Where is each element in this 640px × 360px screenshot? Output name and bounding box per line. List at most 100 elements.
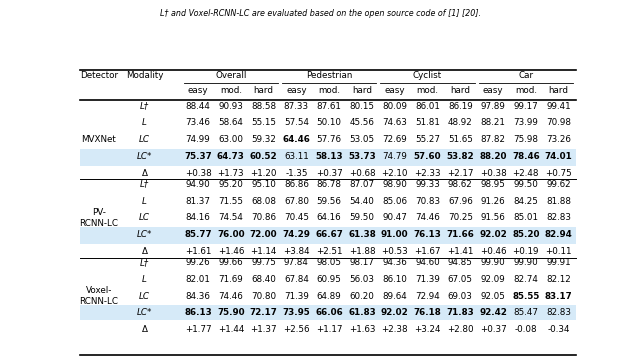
Text: easy: easy	[188, 86, 208, 95]
Text: 99.91: 99.91	[547, 258, 571, 267]
Text: 74.54: 74.54	[218, 213, 243, 222]
Text: Car: Car	[518, 71, 533, 80]
Text: 55.27: 55.27	[415, 135, 440, 144]
Text: +2.33: +2.33	[414, 169, 441, 178]
Text: 74.79: 74.79	[382, 152, 407, 161]
Text: 81.37: 81.37	[186, 197, 211, 206]
Text: 76.00: 76.00	[217, 230, 244, 239]
Text: 59.56: 59.56	[317, 197, 342, 206]
Text: 84.25: 84.25	[513, 197, 538, 206]
Text: Modality: Modality	[126, 71, 163, 80]
Text: 75.90: 75.90	[217, 309, 244, 318]
Text: 59.50: 59.50	[349, 213, 374, 222]
Text: 74.46: 74.46	[415, 213, 440, 222]
Text: 81.88: 81.88	[546, 197, 571, 206]
Text: 99.17: 99.17	[513, 102, 538, 111]
Text: 73.26: 73.26	[546, 135, 571, 144]
Text: L† and Voxel-RCNN-LC are evaluated based on the open source code of [1] [20].: L† and Voxel-RCNN-LC are evaluated based…	[159, 9, 481, 18]
Text: 74.63: 74.63	[382, 118, 407, 127]
Text: 68.40: 68.40	[251, 275, 276, 284]
Text: 74.01: 74.01	[545, 152, 573, 161]
Text: 51.81: 51.81	[415, 118, 440, 127]
Text: 48.92: 48.92	[448, 118, 473, 127]
Text: +0.38: +0.38	[185, 169, 211, 178]
Text: 99.50: 99.50	[513, 180, 538, 189]
Text: 45.56: 45.56	[349, 118, 374, 127]
Text: 98.95: 98.95	[481, 180, 506, 189]
Text: 94.90: 94.90	[186, 180, 211, 189]
Text: Overall: Overall	[215, 71, 246, 80]
Text: Δ: Δ	[141, 247, 147, 256]
Text: 64.89: 64.89	[317, 292, 342, 301]
Bar	[80, 305, 576, 322]
Text: 84.36: 84.36	[186, 292, 211, 301]
Text: LC*: LC*	[137, 230, 152, 239]
Text: +0.37: +0.37	[316, 169, 342, 178]
Text: 63.00: 63.00	[218, 135, 243, 144]
Bar	[80, 227, 576, 244]
Text: L: L	[142, 275, 147, 284]
Text: hard: hard	[451, 86, 470, 95]
Text: 57.54: 57.54	[284, 118, 309, 127]
Text: 95.20: 95.20	[218, 180, 243, 189]
Text: 92.02: 92.02	[479, 230, 507, 239]
Text: LC*: LC*	[137, 152, 152, 161]
Text: 90.47: 90.47	[382, 213, 407, 222]
Text: +1.37: +1.37	[250, 325, 277, 334]
Bar	[80, 149, 576, 166]
Text: 60.20: 60.20	[349, 292, 374, 301]
Text: easy: easy	[483, 86, 503, 95]
Text: +2.10: +2.10	[381, 169, 408, 178]
Text: +2.80: +2.80	[447, 325, 474, 334]
Text: L†: L†	[140, 180, 149, 189]
Text: 71.55: 71.55	[218, 197, 243, 206]
Text: L: L	[142, 197, 147, 206]
Text: 86.78: 86.78	[317, 180, 342, 189]
Text: +1.14: +1.14	[250, 247, 277, 256]
Text: 98.17: 98.17	[349, 258, 374, 267]
Text: +0.46: +0.46	[480, 247, 506, 256]
Text: 70.45: 70.45	[284, 213, 309, 222]
Text: +1.41: +1.41	[447, 247, 474, 256]
Text: 98.90: 98.90	[382, 180, 407, 189]
Text: 80.09: 80.09	[382, 102, 407, 111]
Text: 82.01: 82.01	[186, 275, 211, 284]
Text: -0.08: -0.08	[515, 325, 537, 334]
Text: 99.33: 99.33	[415, 180, 440, 189]
Text: 70.86: 70.86	[251, 213, 276, 222]
Text: 72.00: 72.00	[250, 230, 277, 239]
Text: +0.53: +0.53	[381, 247, 408, 256]
Text: 59.32: 59.32	[251, 135, 276, 144]
Text: 94.36: 94.36	[382, 258, 407, 267]
Text: 70.83: 70.83	[415, 197, 440, 206]
Text: 70.98: 70.98	[546, 118, 571, 127]
Text: LC: LC	[139, 292, 150, 301]
Text: LC: LC	[139, 213, 150, 222]
Text: 97.84: 97.84	[284, 258, 309, 267]
Text: PV-
RCNN-LC: PV- RCNN-LC	[79, 208, 118, 228]
Text: 71.69: 71.69	[218, 275, 243, 284]
Text: 58.13: 58.13	[316, 152, 343, 161]
Text: 97.89: 97.89	[481, 102, 506, 111]
Text: 85.20: 85.20	[512, 230, 540, 239]
Text: MVXNet: MVXNet	[81, 135, 116, 144]
Text: Voxel-
RCNN-LC: Voxel- RCNN-LC	[79, 287, 118, 306]
Text: 53.73: 53.73	[348, 152, 376, 161]
Text: 85.77: 85.77	[184, 230, 212, 239]
Text: 92.09: 92.09	[481, 275, 506, 284]
Text: 74.46: 74.46	[218, 292, 243, 301]
Text: 66.06: 66.06	[316, 309, 343, 318]
Text: 64.16: 64.16	[317, 213, 342, 222]
Text: 91.00: 91.00	[381, 230, 408, 239]
Text: 50.10: 50.10	[317, 118, 342, 127]
Text: LC: LC	[139, 135, 150, 144]
Text: 86.13: 86.13	[184, 309, 212, 318]
Text: Detector: Detector	[80, 71, 118, 80]
Text: 67.84: 67.84	[284, 275, 309, 284]
Text: 57.60: 57.60	[413, 152, 442, 161]
Text: 87.61: 87.61	[317, 102, 342, 111]
Text: 76.13: 76.13	[413, 230, 442, 239]
Text: 70.25: 70.25	[448, 213, 473, 222]
Text: 95.10: 95.10	[251, 180, 276, 189]
Text: 53.05: 53.05	[349, 135, 374, 144]
